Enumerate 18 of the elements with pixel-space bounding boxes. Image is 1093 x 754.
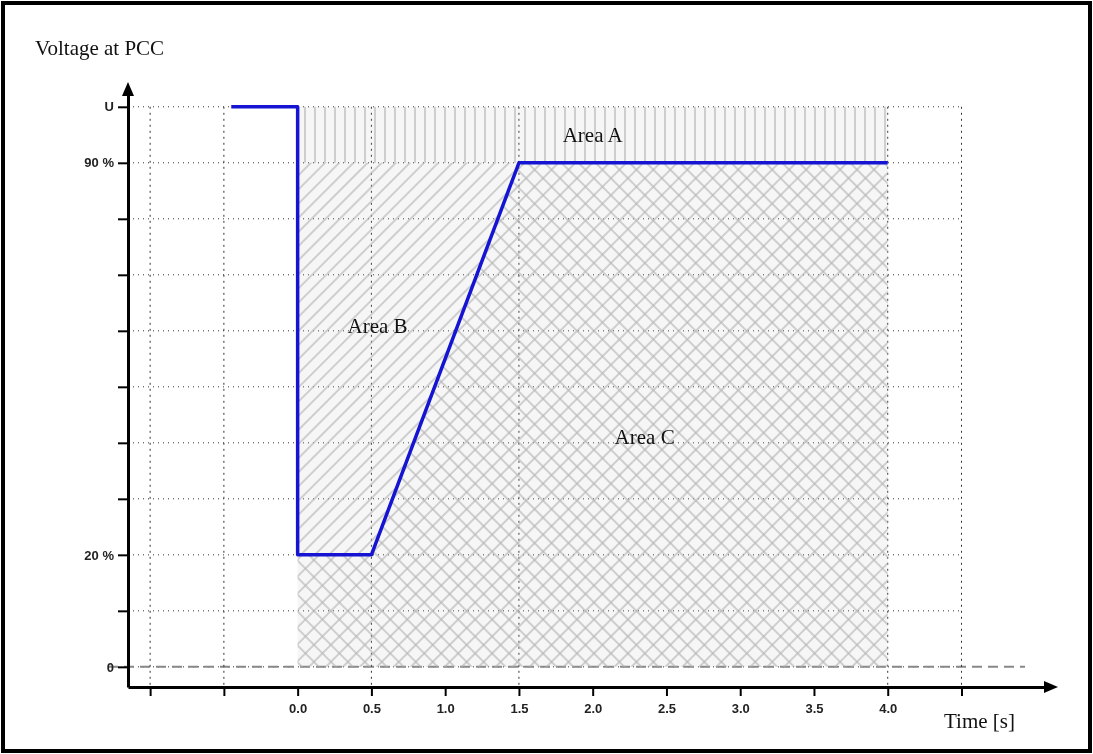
x-tick-label: 4.0 <box>879 701 898 717</box>
y-tick-label: 90 % <box>84 155 115 171</box>
x-tick-label: 1.5 <box>510 701 529 717</box>
chart-title: Voltage at PCC <box>35 36 165 60</box>
series-label: Area B <box>347 314 408 339</box>
x-tick-label: 0.0 <box>289 701 308 717</box>
x-tick-label: 2.5 <box>657 701 676 717</box>
series-label: Area C <box>614 424 675 449</box>
y-tick-label: 0 <box>106 659 114 675</box>
x-tick-label: 0.5 <box>362 701 381 717</box>
y-tick-label: 20 % <box>84 547 115 563</box>
x-tick-label: 3.0 <box>731 701 750 717</box>
x-axis-title: Time [s] <box>944 709 1015 733</box>
x-tick-label: 1.0 <box>436 701 455 717</box>
y-tick-label: U <box>104 99 114 115</box>
series-label: Area A <box>562 123 624 148</box>
x-tick-label: 3.5 <box>805 701 824 717</box>
x-tick-label: 2.0 <box>584 701 603 717</box>
